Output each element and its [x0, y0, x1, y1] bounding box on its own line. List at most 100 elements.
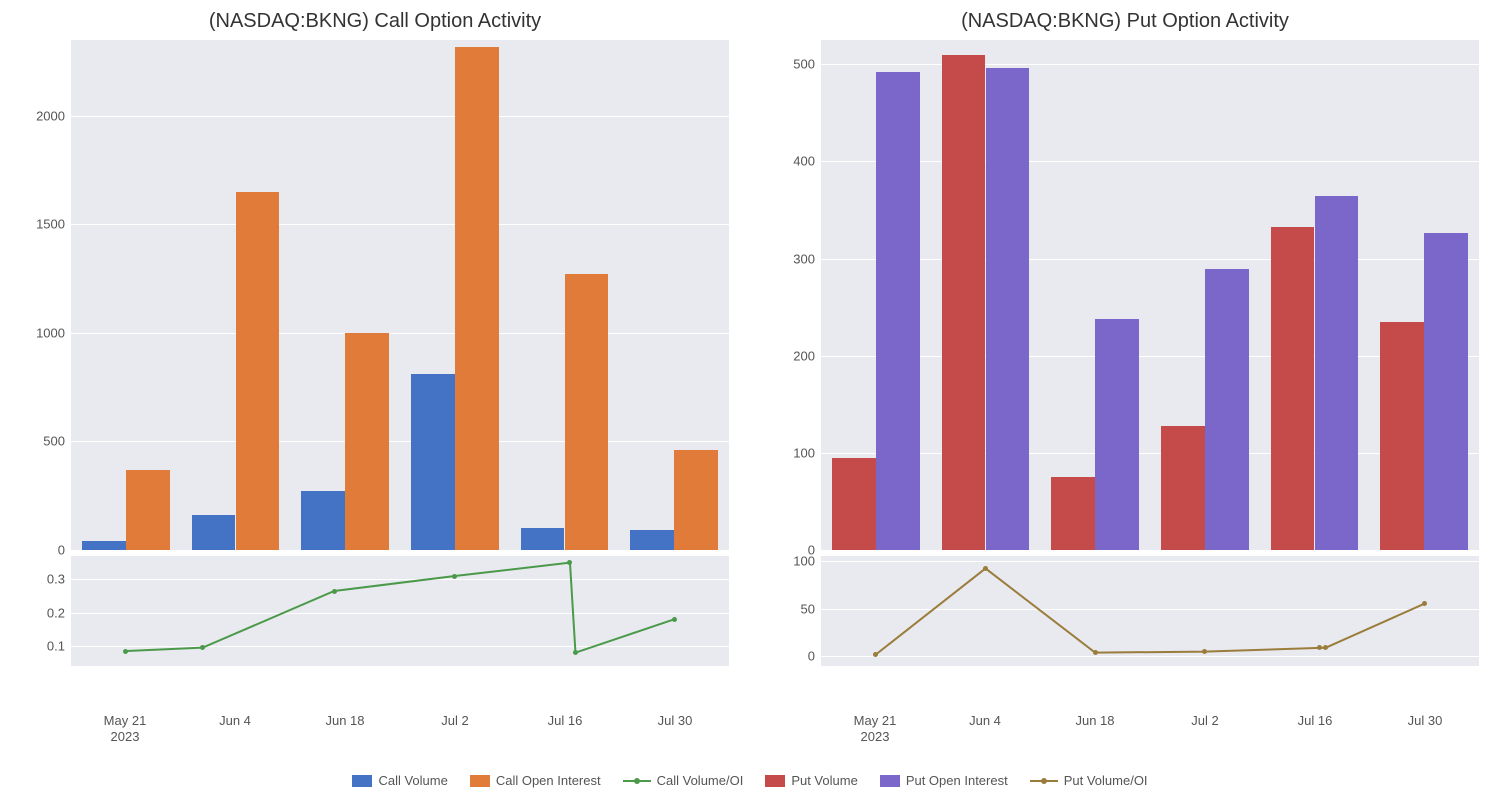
bar [942, 55, 986, 550]
legend-label: Put Volume [791, 773, 858, 788]
legend-swatch [765, 775, 785, 787]
x-tick-label: Jun 4 [969, 707, 1001, 729]
legend: Call Volume Call Open Interest Call Volume… [0, 765, 1500, 800]
bar [192, 515, 236, 550]
bar [1380, 322, 1424, 550]
bar [1051, 477, 1095, 550]
legend-item: Put Volume [765, 773, 858, 788]
bar [832, 458, 876, 550]
line-series [876, 568, 1424, 654]
legend-label: Call Volume [378, 773, 447, 788]
call-line-panel: 0.10.20.3 [70, 555, 730, 667]
bar [126, 470, 170, 550]
legend-swatch [1030, 775, 1058, 787]
bar [674, 450, 718, 550]
legend-item: Call Open Interest [470, 773, 601, 788]
x-tick-label: Jul 30 [1408, 707, 1443, 729]
legend-swatch [880, 775, 900, 787]
call-chart-title: (NASDAQ:BKNG) Call Option Activity [20, 10, 730, 33]
gridline [821, 64, 1479, 65]
bar [1424, 233, 1468, 550]
legend-swatch [352, 775, 372, 787]
y-tick-label: 200 [793, 348, 821, 363]
put-line-panel: 050100 [820, 555, 1480, 667]
bar [1271, 227, 1315, 550]
put-panel-wrap: 0100200300400500 050100 May 212023Jun 4J… [820, 39, 1480, 765]
line-series [126, 563, 674, 653]
y-tick-label: 1500 [36, 217, 71, 232]
y-tick-label: 0 [808, 649, 821, 664]
put-x-axis: May 212023Jun 4Jun 18Jul 2Jul 16Jul 30 [820, 667, 1480, 707]
gridline [71, 116, 729, 117]
y-tick-label: 0 [58, 543, 71, 558]
x-tick-label: Jul 2 [441, 707, 468, 729]
y-tick-label: 500 [43, 434, 71, 449]
x-tick-label: Jul 16 [1298, 707, 1333, 729]
y-tick-label: 100 [793, 553, 821, 568]
legend-item: Call Volume [352, 773, 447, 788]
line-marker [123, 649, 128, 654]
line-svg [821, 556, 1479, 666]
bar [1315, 196, 1359, 550]
bar [455, 47, 499, 550]
y-tick-label: 0.1 [47, 639, 71, 654]
legend-label: Call Open Interest [496, 773, 601, 788]
bar [301, 491, 345, 550]
call-bar-panel: 0500100015002000 [70, 39, 730, 551]
x-tick-label: May 212023 [104, 707, 147, 744]
line-marker [983, 566, 988, 571]
legend-item: Put Volume/OI [1030, 773, 1148, 788]
figure: (NASDAQ:BKNG) Call Option Activity 05001… [0, 0, 1500, 800]
gridline [71, 441, 729, 442]
bar [876, 72, 920, 550]
gridline [821, 161, 1479, 162]
bar [1205, 269, 1249, 550]
put-chart-column: (NASDAQ:BKNG) Put Option Activity 010020… [750, 0, 1500, 765]
bar [236, 192, 280, 550]
bar [411, 374, 455, 550]
call-panel-wrap: 0500100015002000 0.10.20.3 May 212023Jun… [70, 39, 730, 765]
bar [986, 68, 1030, 550]
bar [521, 528, 565, 550]
x-tick-label: Jul 16 [548, 707, 583, 729]
y-tick-label: 50 [801, 601, 821, 616]
line-marker [672, 617, 677, 622]
y-tick-label: 2000 [36, 108, 71, 123]
gridline [71, 333, 729, 334]
y-tick-label: 0.3 [47, 572, 71, 587]
line-marker [1422, 601, 1427, 606]
gridline [71, 224, 729, 225]
call-x-axis: May 212023Jun 4Jun 18Jul 2Jul 16Jul 30 [70, 667, 730, 707]
legend-label: Call Volume/OI [657, 773, 744, 788]
y-tick-label: 1000 [36, 325, 71, 340]
y-tick-label: 500 [793, 57, 821, 72]
x-tick-label: Jul 30 [658, 707, 693, 729]
call-chart-column: (NASDAQ:BKNG) Call Option Activity 05001… [0, 0, 750, 765]
charts-row: (NASDAQ:BKNG) Call Option Activity 05001… [0, 0, 1500, 765]
x-tick-label: Jun 18 [325, 707, 364, 729]
put-bar-panel: 0100200300400500 [820, 39, 1480, 551]
bar [565, 274, 609, 550]
gridline [821, 259, 1479, 260]
legend-item: Put Open Interest [880, 773, 1008, 788]
x-tick-label: Jun 18 [1075, 707, 1114, 729]
y-tick-label: 400 [793, 154, 821, 169]
line-marker [452, 574, 457, 579]
line-marker [332, 589, 337, 594]
bar [82, 541, 126, 550]
y-tick-label: 300 [793, 251, 821, 266]
legend-swatch [623, 775, 651, 787]
legend-swatch [470, 775, 490, 787]
line-marker [1093, 650, 1098, 655]
bar [630, 530, 674, 550]
legend-label: Put Open Interest [906, 773, 1008, 788]
x-tick-label: Jun 4 [219, 707, 251, 729]
legend-item: Call Volume/OI [623, 773, 744, 788]
y-tick-label: 0.2 [47, 605, 71, 620]
x-tick-label: Jul 2 [1191, 707, 1218, 729]
line-svg [71, 556, 729, 666]
x-tick-label: May 212023 [854, 707, 897, 744]
gridline [71, 550, 729, 551]
gridline [821, 550, 1479, 551]
y-tick-label: 100 [793, 445, 821, 460]
